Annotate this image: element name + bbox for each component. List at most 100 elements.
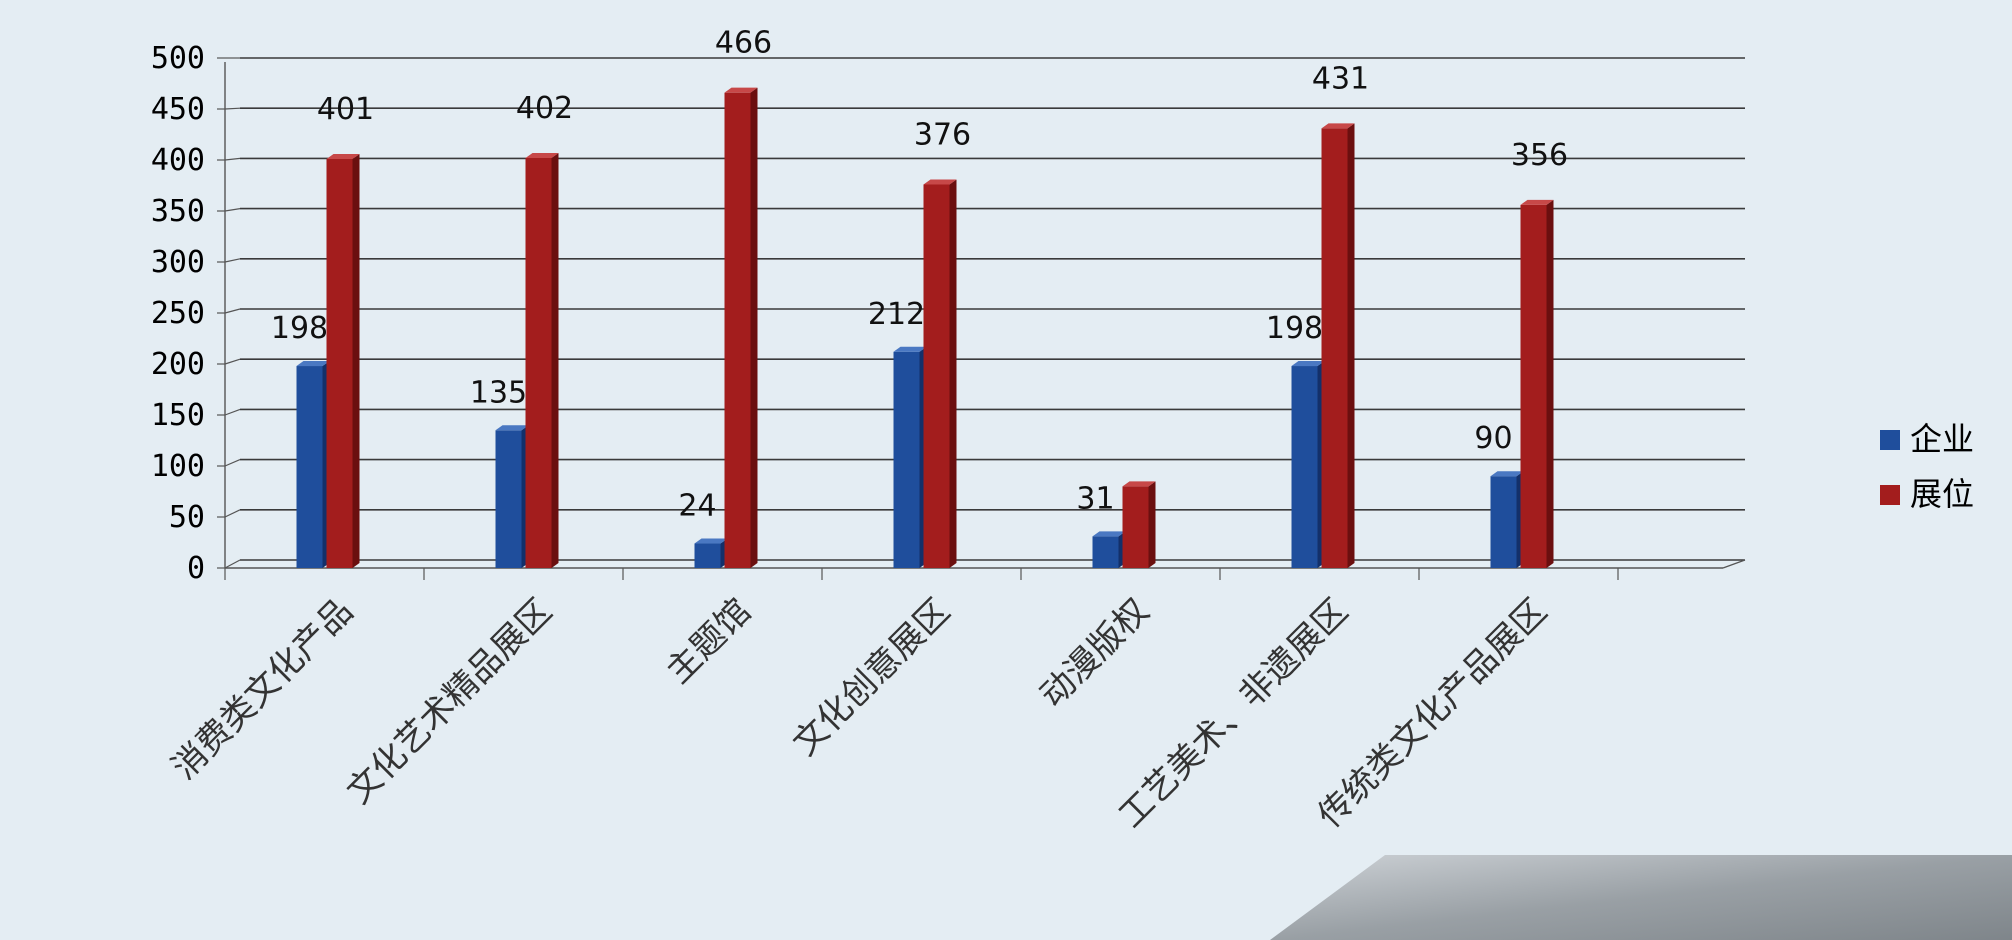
- x-category-label: 主题馆: [658, 591, 758, 691]
- legend-swatch-1: [1880, 485, 1900, 505]
- bar-0-1: [495, 425, 529, 568]
- bar-0-6: [1490, 471, 1524, 568]
- grid-connector: [224, 107, 241, 110]
- data-label: 31: [1076, 481, 1114, 516]
- y-tick-label: 450: [151, 92, 205, 127]
- bar-1-1: [525, 152, 559, 568]
- bar-front: [1291, 366, 1318, 568]
- legend: 企业 展位: [1880, 420, 1974, 513]
- data-label: 402: [516, 91, 573, 126]
- bar-side: [352, 153, 360, 569]
- data-label: 376: [914, 117, 971, 152]
- bar-1-3: [923, 179, 957, 569]
- bar-top: [724, 87, 758, 93]
- x-category-label: 文化创意展区: [785, 591, 958, 764]
- data-label: 90: [1474, 421, 1512, 456]
- y-tick-label: 300: [151, 245, 205, 280]
- grid-connector: [224, 459, 241, 467]
- grid-connector: [224, 208, 241, 212]
- bar-front: [893, 351, 920, 568]
- x-category-label: 文化艺术精品展区: [339, 591, 560, 812]
- bar-front: [326, 158, 353, 569]
- data-label: 24: [678, 489, 716, 524]
- data-label: 466: [715, 26, 772, 61]
- bar-top: [1520, 199, 1554, 205]
- bar-side: [551, 152, 559, 568]
- y-tick-label: 400: [151, 143, 205, 178]
- bar-side: [1546, 199, 1554, 568]
- y-tick-label: 500: [151, 41, 205, 76]
- grid-connector: [224, 559, 241, 569]
- bar-top: [893, 346, 927, 352]
- data-label: 401: [317, 92, 374, 127]
- grid-connector: [224, 358, 241, 365]
- data-label: 212: [868, 297, 925, 332]
- label-layer: 198 135 24 212 31 198 90 401 402 466 376 431 356 消费类文…: [164, 26, 1568, 836]
- bar-1-0: [326, 153, 360, 569]
- bar-top: [1092, 531, 1126, 537]
- grid-layer: 0 50 100 150 200 250 300 350 400 450 500: [151, 41, 1746, 586]
- bar-front: [1490, 476, 1517, 568]
- bar-1-4: [1122, 481, 1156, 568]
- bar-0-0: [296, 361, 330, 568]
- bar-front: [296, 366, 323, 568]
- bar-front: [525, 157, 552, 568]
- grid-connector: [224, 308, 241, 314]
- x-category-label: 消费类文化产品: [164, 591, 361, 788]
- bar-top: [1490, 471, 1524, 477]
- y-tick-label: 350: [151, 194, 205, 229]
- bar-1-5: [1321, 123, 1355, 568]
- bar-front: [923, 184, 950, 569]
- bar-front: [1321, 128, 1348, 568]
- legend-swatch-0: [1880, 430, 1900, 450]
- grid-connector: [224, 258, 241, 263]
- y-tick-label: 0: [187, 551, 205, 586]
- bar-side: [750, 87, 758, 569]
- bar-top: [326, 153, 360, 159]
- bar-top: [694, 538, 728, 544]
- bar-top: [923, 179, 957, 185]
- data-label: 431: [1312, 61, 1369, 96]
- bar-front: [1122, 486, 1149, 568]
- bar-top: [1122, 481, 1156, 487]
- data-label: 198: [1266, 311, 1323, 346]
- y-tick-label: 50: [169, 500, 205, 535]
- bar-front: [1520, 204, 1547, 568]
- data-label: 135: [470, 375, 527, 410]
- bar-front: [724, 92, 751, 569]
- grid-connector: [224, 408, 241, 416]
- legend-label-0: 企业: [1910, 420, 1974, 458]
- bar-front: [495, 430, 522, 568]
- bar-side: [1347, 123, 1355, 568]
- bar-0-5: [1291, 361, 1325, 568]
- y-tick-label: 200: [151, 347, 205, 382]
- bar-1-6: [1520, 199, 1554, 568]
- bar-0-2: [694, 538, 728, 568]
- bar-front: [1092, 536, 1119, 568]
- y-tick-label: 250: [151, 296, 205, 331]
- bar-side: [1148, 481, 1156, 568]
- bar-layer: [296, 87, 1554, 569]
- bar-0-3: [893, 346, 927, 568]
- bar-1-2: [724, 87, 758, 569]
- bar-top: [296, 361, 330, 367]
- y-tick-label: 100: [151, 449, 205, 484]
- data-label: 198: [271, 311, 328, 346]
- grid-connector: [224, 157, 241, 161]
- data-label: 356: [1511, 138, 1568, 173]
- bar-top: [525, 152, 559, 158]
- bar-top: [495, 425, 529, 431]
- bar-front: [694, 543, 721, 568]
- decorative-stone-texture: [1270, 855, 2012, 940]
- grid-connector: [224, 509, 241, 518]
- bar-0-4: [1092, 531, 1126, 568]
- bar-side: [949, 179, 957, 569]
- x-axis-end: [1722, 559, 1746, 569]
- bar-top: [1321, 123, 1355, 129]
- legend-label-1: 展位: [1910, 475, 1974, 513]
- y-tick-label: 150: [151, 398, 205, 433]
- bar-top: [1291, 361, 1325, 367]
- x-category-label: 动漫版权: [1032, 591, 1156, 715]
